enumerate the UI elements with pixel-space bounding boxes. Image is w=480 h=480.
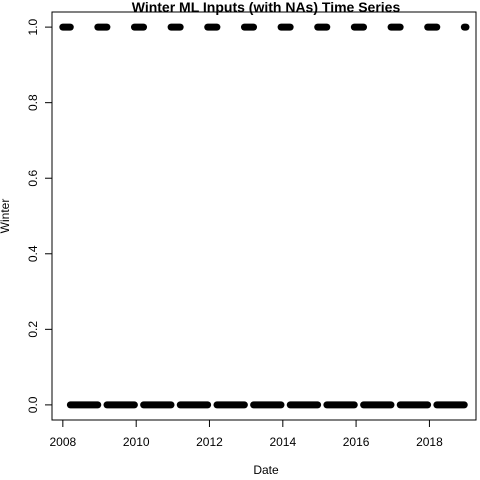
x-tick-label-2008: 2008 (49, 435, 76, 449)
y-axis: 0.0 0.2 0.4 0.6 0.8 1.0 (26, 18, 53, 413)
plot-frame (51, 11, 477, 421)
x-tick-label-2014: 2014 (269, 435, 296, 449)
y-tick-label-1.0: 1.0 (26, 18, 40, 35)
chart-title: Winter ML Inputs (with NAs) Time Series (132, 0, 401, 15)
y-tick-label-0.0: 0.0 (26, 396, 40, 413)
x-tick-label-2010: 2010 (123, 435, 150, 449)
x-tick-label-2018: 2018 (416, 435, 443, 449)
y-axis-label: Winter (0, 199, 12, 234)
y-tick-label-0.4: 0.4 (26, 245, 40, 262)
x-axis-label: Date (253, 463, 279, 477)
x-tick-label-2016: 2016 (343, 435, 370, 449)
y-tick-label-0.2: 0.2 (26, 321, 40, 338)
y-tick-label-0.6: 0.6 (26, 170, 40, 187)
x-tick-label-2012: 2012 (196, 435, 223, 449)
x-axis: 2008 2010 2012 2014 2016 2018 (49, 419, 443, 449)
data-points-layer (59, 23, 470, 409)
y-tick-label-0.8: 0.8 (26, 94, 40, 111)
